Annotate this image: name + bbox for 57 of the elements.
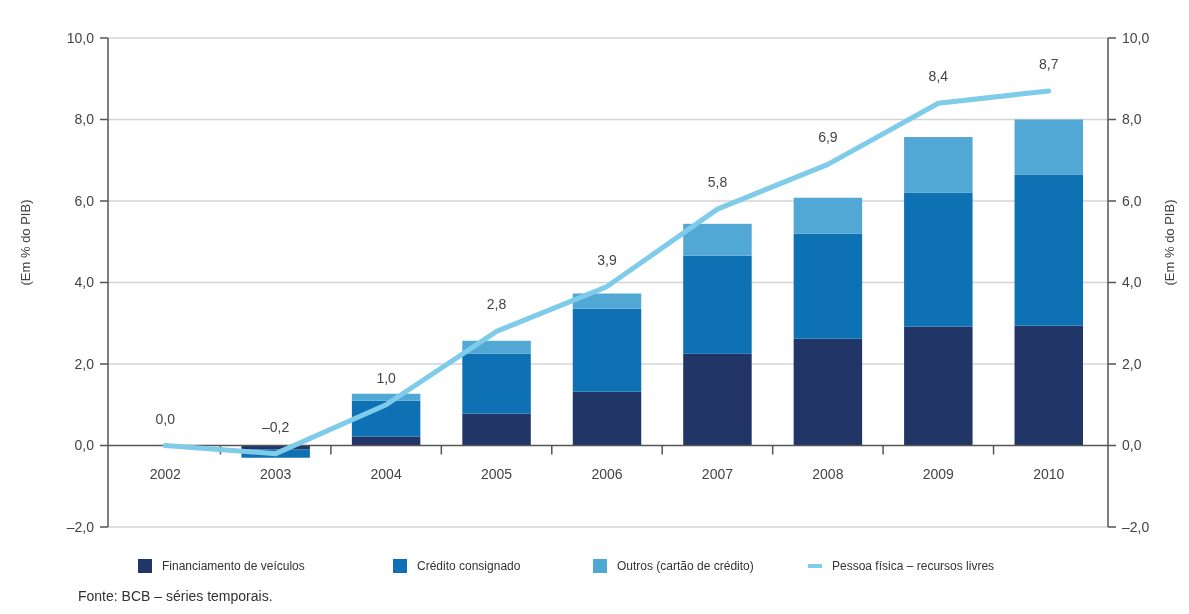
y-tick-label: 10,0 (66, 29, 95, 46)
x-tick-label: 2004 (370, 465, 402, 482)
bar (572, 293, 642, 309)
legend-label: Outros (cartão de crédito) (617, 559, 754, 573)
x-tick-label: 2008 (812, 465, 844, 482)
y2-tick-label: 6,0 (1122, 192, 1142, 209)
bar (572, 308, 642, 392)
y2-tick-label: 4,0 (1122, 274, 1142, 291)
x-tick-label: 2005 (480, 465, 513, 482)
bar (1014, 174, 1084, 326)
data-label: 6,9 (818, 129, 838, 146)
x-tick-label: 2007 (701, 465, 734, 482)
bar (904, 137, 973, 193)
y2-tick-label: 2,0 (1122, 355, 1142, 372)
y2-tick-label: –2,0 (1122, 518, 1150, 535)
bar (351, 400, 421, 437)
y-axis-title: (Em % do PIB) (18, 199, 33, 286)
source-note: Fonte: BCB – séries temporais. (78, 588, 273, 604)
y-tick-label: 8,0 (74, 111, 95, 128)
bar (462, 353, 531, 414)
data-label: 3,9 (597, 251, 617, 268)
data-label: 8,4 (928, 68, 949, 85)
x-tick-label: 2006 (591, 465, 623, 482)
bar (904, 326, 973, 446)
bar (904, 192, 973, 327)
data-label: –0,2 (262, 418, 290, 435)
data-label: 0,0 (155, 410, 176, 427)
bar (793, 233, 863, 339)
bar (683, 255, 752, 354)
data-label: 2,8 (486, 296, 507, 313)
bar (683, 223, 752, 256)
data-label: 1,0 (376, 369, 397, 386)
data-label: 8,7 (1039, 55, 1059, 72)
y-tick-label: 4,0 (74, 274, 95, 291)
x-tick-label: 2010 (1033, 465, 1065, 482)
bar (1014, 119, 1084, 175)
bar (1014, 325, 1084, 446)
bar (572, 391, 642, 446)
x-tick-label: 2002 (149, 465, 181, 482)
y-tick-label: –2,0 (66, 518, 95, 535)
y2-tick-label: 0,0 (1122, 437, 1142, 454)
legend-label: Financiamento de veículos (162, 559, 305, 573)
bar (683, 353, 752, 446)
bar (793, 197, 863, 234)
y-tick-label: 6,0 (74, 192, 95, 209)
x-tick-label: 2009 (922, 465, 955, 482)
data-label: 5,8 (707, 174, 728, 191)
y2-tick-label: 8,0 (1122, 111, 1142, 128)
x-tick-label: 2003 (260, 465, 292, 482)
y2-tick-label: 10,0 (1122, 29, 1150, 46)
legend-label: Crédito consignado (417, 559, 521, 573)
y-tick-label: 2,0 (74, 355, 95, 372)
y-tick-label: 0,0 (74, 437, 95, 454)
y2-axis-title: (Em % do PIB) (1162, 199, 1177, 286)
bar (793, 338, 863, 446)
bar (462, 413, 531, 446)
legend-label: Pessoa física – recursos livres (832, 559, 995, 573)
